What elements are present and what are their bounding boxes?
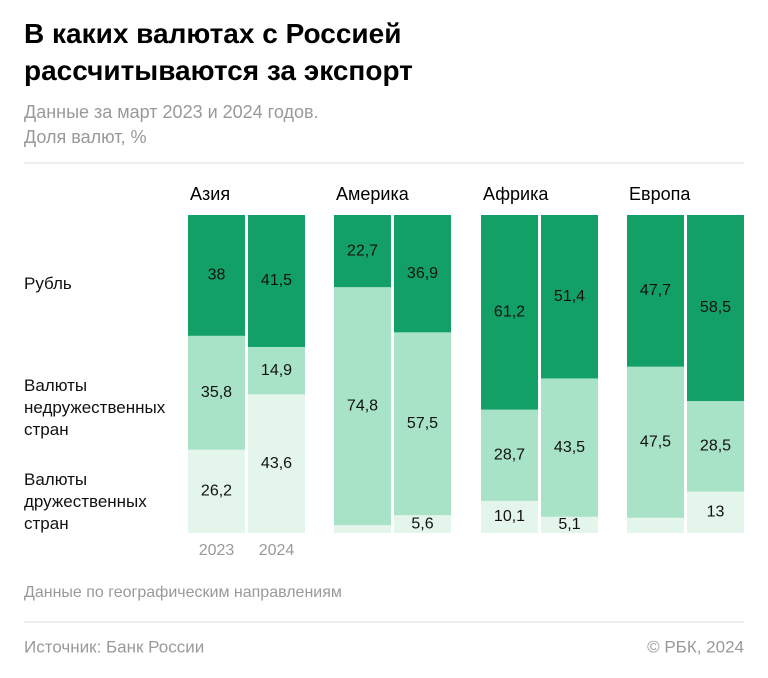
value-label: 43,5 xyxy=(554,439,585,456)
source: Источник: Банк России xyxy=(24,637,204,656)
bar-segment xyxy=(541,378,598,517)
value-label: 57,5 xyxy=(407,415,438,432)
legend-label: Валюты дружественных стран xyxy=(24,470,147,533)
bar-segment xyxy=(334,525,391,533)
value-label: 41,5 xyxy=(261,272,292,289)
bar-segment xyxy=(188,335,245,450)
bar-segment xyxy=(188,215,245,336)
value-label: 10,1 xyxy=(494,508,525,525)
value-label: 47,5 xyxy=(640,433,671,450)
x-tick-label: 2024 xyxy=(259,542,295,559)
bar-segment xyxy=(334,287,391,526)
value-label: 38 xyxy=(208,267,226,284)
subtitle: Доля валют, % xyxy=(24,127,147,147)
bar-segment xyxy=(248,215,305,347)
subtitle: Данные за март 2023 и 2024 годов. xyxy=(24,102,319,122)
bar-segment xyxy=(334,215,391,288)
panel-title: Америка xyxy=(336,184,410,204)
value-label: 36,9 xyxy=(407,265,438,282)
chart-title: В каких валютах с Россией рассчитываются … xyxy=(24,18,413,86)
legend-label: Валюты недружественных стран xyxy=(24,376,166,439)
value-label: 13 xyxy=(707,504,725,521)
value-label: 51,4 xyxy=(554,288,585,305)
bar-segment xyxy=(481,215,538,410)
value-label: 5,6 xyxy=(411,515,433,532)
value-label: 43,6 xyxy=(261,455,292,472)
bar-segment xyxy=(687,491,744,533)
value-label: 61,2 xyxy=(494,304,525,321)
bar-segment xyxy=(248,346,305,395)
bar-segment xyxy=(541,516,598,533)
x-tick-label: 2023 xyxy=(199,542,235,559)
copyright: © РБК, 2024 xyxy=(647,637,744,656)
bar-segment xyxy=(481,409,538,501)
value-label: 35,8 xyxy=(201,384,232,401)
value-label: 26,2 xyxy=(201,483,232,500)
bar-segment xyxy=(687,401,744,492)
bar-segment xyxy=(394,215,451,333)
value-label: 28,7 xyxy=(494,446,525,463)
bar-segment xyxy=(541,215,598,379)
value-label: 22,7 xyxy=(347,242,378,259)
bar-segment xyxy=(627,366,684,518)
panel-title: Азия xyxy=(190,184,230,204)
panel-title: Европа xyxy=(629,184,691,204)
bar-segment xyxy=(188,449,245,533)
bar-segment xyxy=(627,215,684,367)
value-label: 5,1 xyxy=(558,516,580,533)
bar-segment xyxy=(627,517,684,533)
value-label: 58,5 xyxy=(700,299,731,316)
value-label: 47,7 xyxy=(640,282,671,299)
bar-segment xyxy=(394,515,451,533)
bar-segment xyxy=(248,394,305,533)
value-label: 28,5 xyxy=(700,438,731,455)
value-label: 74,8 xyxy=(347,397,378,414)
bar-segment xyxy=(687,215,744,402)
note: Данные по географическим направлениям xyxy=(24,584,342,601)
bar-segment xyxy=(481,500,538,533)
bar-segment xyxy=(394,332,451,516)
legend-label: Рубль xyxy=(24,274,72,293)
value-label: 14,9 xyxy=(261,362,292,379)
panel-title: Африка xyxy=(483,184,549,204)
